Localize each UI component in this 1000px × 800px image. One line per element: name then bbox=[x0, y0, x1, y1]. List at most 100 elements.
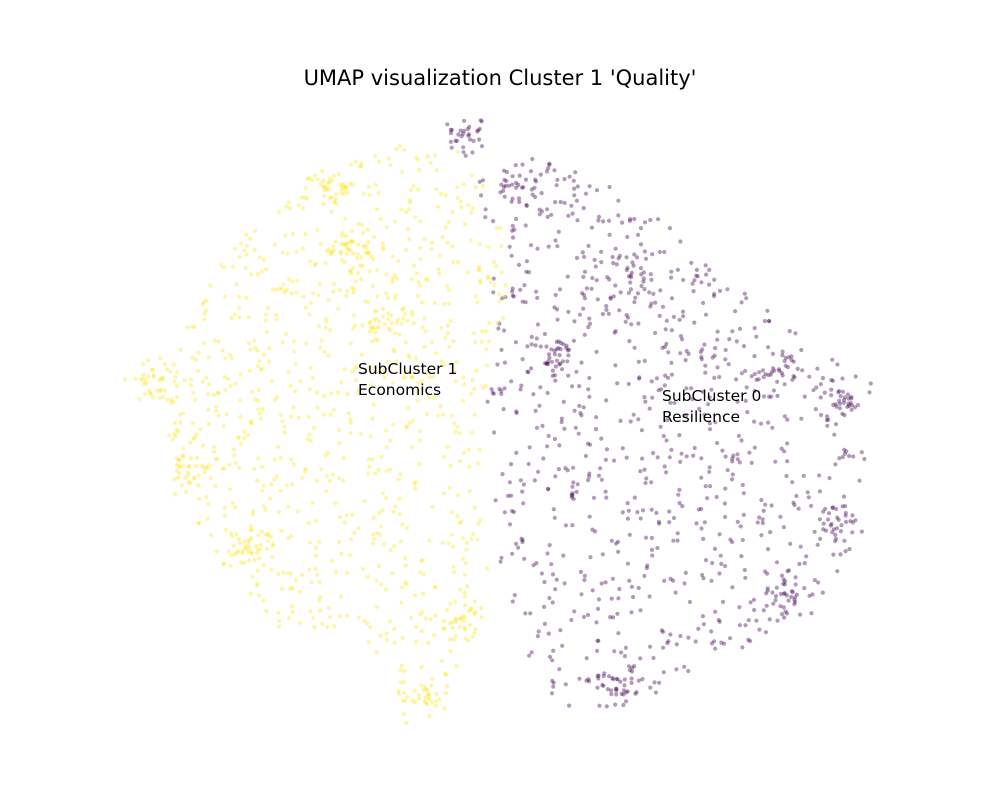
subcluster-0-point bbox=[852, 405, 858, 410]
subcluster-0-point bbox=[599, 436, 604, 441]
subcluster-1-point bbox=[261, 257, 266, 262]
subcluster-0-point bbox=[655, 455, 660, 460]
subcluster-1-point bbox=[365, 227, 371, 232]
subcluster-0-point bbox=[779, 370, 784, 376]
subcluster-1-point bbox=[308, 259, 313, 264]
subcluster-0-point bbox=[499, 347, 504, 352]
subcluster-1-point bbox=[254, 583, 259, 588]
subcluster-1-point bbox=[176, 475, 181, 480]
subcluster-0-point bbox=[649, 379, 654, 384]
subcluster-1-point bbox=[304, 341, 309, 346]
subcluster-0-point bbox=[713, 420, 718, 425]
subcluster-1-point bbox=[369, 383, 374, 388]
subcluster-0-point bbox=[553, 474, 558, 479]
subcluster-1-point bbox=[216, 390, 221, 395]
subcluster-1-point bbox=[371, 326, 376, 331]
subcluster-1-point bbox=[441, 626, 446, 631]
subcluster-1-point bbox=[350, 239, 356, 244]
subcluster-0-point bbox=[811, 388, 816, 393]
subcluster-1-point bbox=[497, 292, 502, 297]
subcluster-0-point bbox=[791, 374, 796, 379]
subcluster-0-point bbox=[516, 545, 521, 550]
subcluster-0-point bbox=[550, 373, 555, 378]
subcluster-0-point bbox=[607, 232, 612, 237]
subcluster-0-point bbox=[780, 373, 785, 378]
subcluster-1-point bbox=[365, 621, 370, 626]
subcluster-1-point bbox=[406, 352, 411, 357]
subcluster-1-point bbox=[494, 264, 499, 269]
subcluster-1-point bbox=[392, 296, 398, 301]
subcluster-1-point bbox=[450, 210, 455, 215]
subcluster-1-point bbox=[330, 472, 335, 477]
subcluster-0-point bbox=[823, 506, 828, 511]
subcluster-0-point bbox=[805, 490, 810, 495]
subcluster-1-point bbox=[410, 418, 415, 423]
subcluster-1-point bbox=[328, 176, 333, 181]
subcluster-0-point bbox=[551, 680, 556, 685]
subcluster-1-point bbox=[339, 551, 344, 556]
subcluster-0-point bbox=[712, 639, 717, 644]
subcluster-1-point bbox=[415, 293, 420, 298]
subcluster-0-point bbox=[830, 530, 835, 535]
subcluster-0-point bbox=[463, 153, 468, 158]
subcluster-1-point bbox=[290, 482, 295, 487]
subcluster-0-point bbox=[503, 295, 508, 300]
subcluster-0-point bbox=[735, 452, 740, 457]
subcluster-0-point bbox=[587, 679, 592, 684]
subcluster-1-point bbox=[359, 161, 364, 166]
subcluster-0-point bbox=[581, 206, 586, 211]
subcluster-1-point bbox=[368, 326, 373, 331]
subcluster-1-point bbox=[339, 380, 344, 385]
subcluster-0-point bbox=[834, 526, 840, 531]
subcluster-1-point bbox=[250, 551, 255, 556]
subcluster-1-point bbox=[290, 279, 295, 284]
subcluster-0-point bbox=[681, 277, 686, 283]
subcluster-1-point bbox=[341, 478, 346, 483]
subcluster-1-point bbox=[471, 331, 476, 336]
subcluster-0-point bbox=[599, 260, 604, 265]
subcluster-1-point bbox=[398, 667, 403, 673]
subcluster-0-point bbox=[629, 270, 635, 275]
subcluster-1-point bbox=[469, 238, 474, 243]
subcluster-1-point bbox=[206, 502, 211, 507]
subcluster-0-point bbox=[612, 458, 617, 463]
subcluster-1-point bbox=[342, 520, 347, 525]
subcluster-1-point bbox=[301, 294, 306, 299]
subcluster-1-point bbox=[457, 624, 463, 630]
subcluster-1-point bbox=[486, 244, 491, 249]
subcluster-1-point bbox=[191, 436, 196, 441]
subcluster-1-point bbox=[345, 391, 350, 396]
subcluster-0-point bbox=[834, 536, 839, 541]
subcluster-1-point bbox=[349, 512, 355, 517]
subcluster-1-point bbox=[399, 207, 404, 212]
subcluster-1-point bbox=[382, 542, 387, 547]
subcluster-0-point bbox=[462, 118, 467, 123]
subcluster-0-point bbox=[718, 553, 723, 558]
subcluster-0-point bbox=[587, 471, 592, 476]
subcluster-0-point bbox=[759, 533, 764, 538]
subcluster-0-point bbox=[648, 272, 654, 277]
subcluster-0-point bbox=[782, 582, 787, 587]
subcluster-1-point bbox=[204, 298, 209, 303]
subcluster-0-point bbox=[625, 516, 631, 521]
subcluster-1-point bbox=[312, 625, 317, 630]
subcluster-0-point bbox=[559, 416, 565, 421]
subcluster-0-point bbox=[702, 342, 707, 347]
subcluster-1-point bbox=[338, 594, 344, 599]
subcluster-1-point bbox=[386, 359, 391, 364]
subcluster-1-point bbox=[448, 621, 453, 626]
subcluster-0-point bbox=[741, 491, 746, 496]
subcluster-0-point bbox=[782, 591, 787, 596]
subcluster-0-point bbox=[748, 639, 753, 644]
subcluster-1-point bbox=[261, 352, 267, 357]
subcluster-1-point bbox=[206, 355, 211, 360]
subcluster-0-point bbox=[544, 361, 549, 366]
subcluster-0-point bbox=[614, 692, 619, 697]
subcluster-0-point bbox=[847, 453, 852, 459]
subcluster-1-point bbox=[423, 700, 428, 706]
subcluster-0-point bbox=[636, 585, 641, 591]
subcluster-0-point bbox=[604, 495, 609, 500]
subcluster-1-point bbox=[349, 285, 355, 290]
subcluster-0-point bbox=[632, 252, 637, 257]
subcluster-1-point bbox=[226, 549, 232, 554]
